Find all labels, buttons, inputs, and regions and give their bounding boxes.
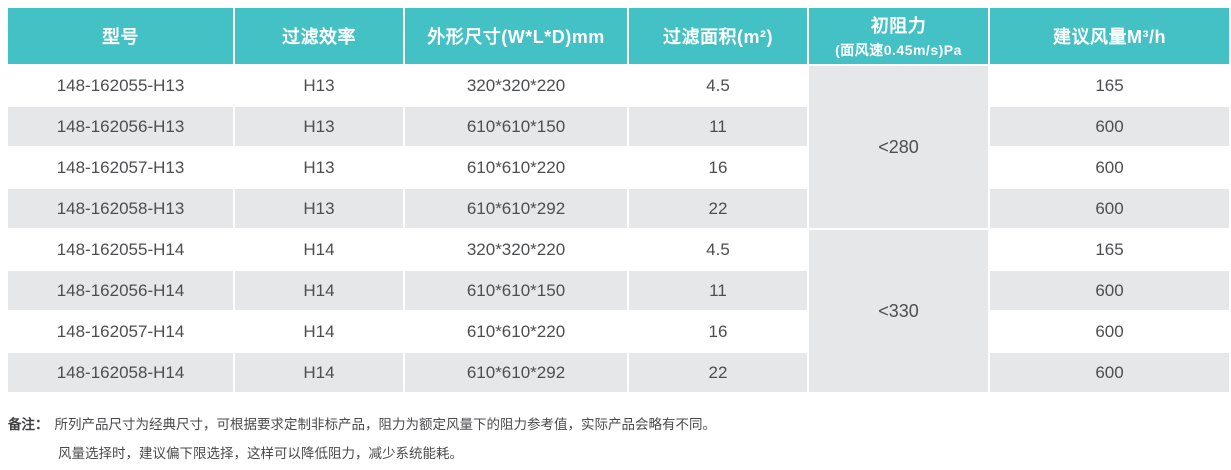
model-cell: 148-162056-H14 [8, 271, 233, 310]
efficiency-cell: H14 [235, 312, 403, 351]
dimensions-cell: 320*320*220 [405, 230, 627, 269]
efficiency-cell: H13 [235, 148, 403, 187]
efficiency-cell: H13 [235, 107, 403, 146]
airflow-cell: 600 [990, 107, 1229, 146]
footnote-text-1: 所列产品尺寸为经典尺寸，可根据要求定制非标产品，阻力为额定风量下的阻力参考值，实… [54, 417, 717, 432]
airflow-cell: 165 [990, 66, 1229, 105]
table-row: 148-162056-H13 H13 610*610*150 11 600 [8, 107, 1229, 146]
model-cell: 148-162056-H13 [8, 107, 233, 146]
airflow-cell: 165 [990, 230, 1229, 269]
area-cell: 11 [629, 271, 807, 310]
filter-spec-table: 型号 过滤效率 外形尺寸(W*L*D)mm 过滤面积(m²) 初阻力 (面风速0… [6, 6, 1231, 394]
table-row: 148-162058-H13 H13 610*610*292 22 600 [8, 189, 1229, 228]
efficiency-cell: H13 [235, 189, 403, 228]
dimensions-cell: 610*610*150 [405, 107, 627, 146]
area-cell: 11 [629, 107, 807, 146]
dimensions-cell: 610*610*150 [405, 271, 627, 310]
header-row: 型号 过滤效率 外形尺寸(W*L*D)mm 过滤面积(m²) 初阻力 (面风速0… [8, 8, 1229, 64]
model-cell: 148-162057-H13 [8, 148, 233, 187]
col-header-dimensions: 外形尺寸(W*L*D)mm [405, 8, 627, 64]
model-cell: 148-162058-H14 [8, 353, 233, 392]
col-header-resistance: 初阻力 (面风速0.45m/s)Pa [809, 8, 988, 64]
table-row: 148-162057-H13 H13 610*610*220 16 600 [8, 148, 1229, 187]
table-row: 148-162056-H14 H14 610*610*150 11 600 [8, 271, 1229, 310]
col-header-area: 过滤面积(m²) [629, 8, 807, 64]
col-header-efficiency: 过滤效率 [235, 8, 403, 64]
dimensions-cell: 610*610*292 [405, 353, 627, 392]
footnote-label: 备注： [8, 417, 49, 432]
area-cell: 16 [629, 312, 807, 351]
area-cell: 22 [629, 353, 807, 392]
table-row: 148-162055-H13 H13 320*320*220 4.5 <280 … [8, 66, 1229, 228]
area-cell: 22 [629, 189, 807, 228]
dimensions-cell: 610*610*220 [405, 148, 627, 187]
footnote-line-2: 风量选择时，建议偏下限选择，这样可以降低阻力，减少系统能耗。 [58, 446, 463, 461]
resistance-cell-h14: <330 [809, 230, 988, 392]
col-header-model: 型号 [8, 8, 233, 64]
airflow-cell: 600 [990, 312, 1229, 351]
model-cell: 148-162058-H13 [8, 189, 233, 228]
model-cell: 148-162055-H14 [8, 230, 233, 269]
table-row: 148-162058-H14 H14 610*610*292 22 600 [8, 353, 1229, 392]
airflow-cell: 600 [990, 148, 1229, 187]
airflow-cell: 600 [990, 189, 1229, 228]
efficiency-cell: H14 [235, 230, 403, 269]
dimensions-cell: 320*320*220 [405, 66, 627, 105]
efficiency-cell: H14 [235, 271, 403, 310]
resistance-cell-h13: <280 [809, 66, 988, 228]
table-row: 148-162055-H14 H14 320*320*220 4.5 <330 … [8, 230, 1229, 392]
airflow-cell: 600 [990, 271, 1229, 310]
airflow-cell: 600 [990, 353, 1229, 392]
dimensions-cell: 610*610*220 [405, 312, 627, 351]
dimensions-cell: 610*610*292 [405, 189, 627, 228]
efficiency-cell: H14 [235, 353, 403, 392]
col-header-resistance-title: 初阻力 [870, 16, 927, 36]
footnotes: 备注： 所列产品尺寸为经典尺寸，可根据要求定制非标产品，阻力为额定风量下的阻力参考… [8, 410, 1231, 468]
area-cell: 4.5 [629, 66, 807, 105]
table-row: 148-162057-H14 H14 610*610*220 16 600 [8, 312, 1229, 351]
efficiency-cell: H13 [235, 66, 403, 105]
model-cell: 148-162055-H13 [8, 66, 233, 105]
footnote-line-1: 备注： 所列产品尺寸为经典尺寸，可根据要求定制非标产品，阻力为额定风量下的阻力参考… [8, 410, 1231, 439]
area-cell: 16 [629, 148, 807, 187]
col-header-airflow: 建议风量M³/h [990, 8, 1229, 64]
col-header-resistance-subtitle: (面风速0.45m/s)Pa [835, 42, 962, 58]
area-cell: 4.5 [629, 230, 807, 269]
model-cell: 148-162057-H14 [8, 312, 233, 351]
